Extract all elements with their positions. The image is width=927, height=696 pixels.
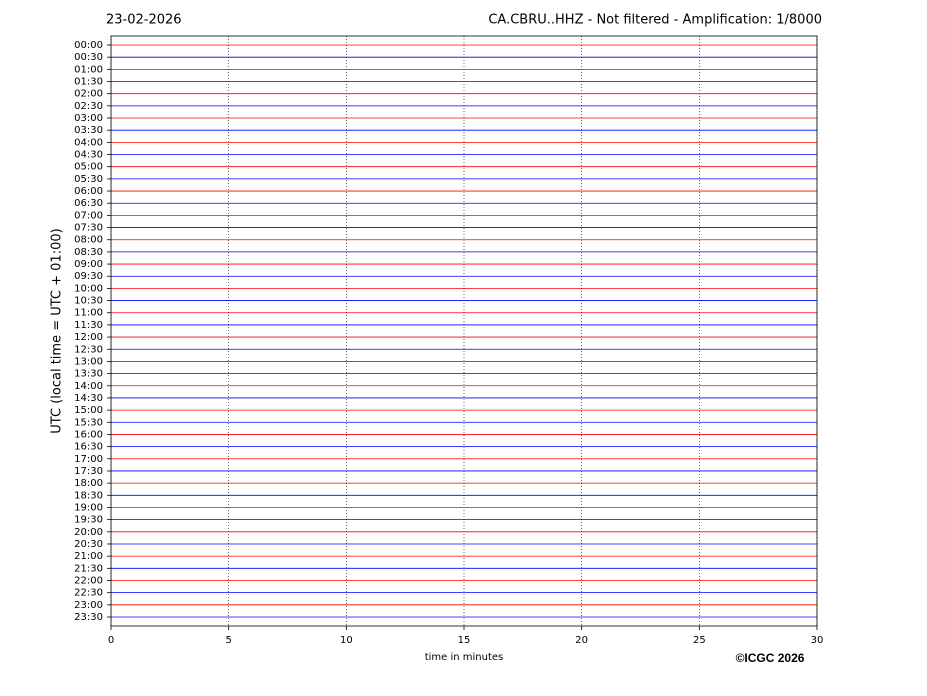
x-tick-label: 20 [575,635,588,646]
y-tick-label: 09:30 [74,271,103,282]
x-tick-label: 5 [225,635,231,646]
x-tick-label: 15 [458,635,471,646]
y-tick-label: 00:30 [74,52,103,63]
y-tick-label: 07:30 [74,223,103,234]
y-tick-label: 18:30 [74,490,103,501]
chart-date: 23-02-2026 [106,13,182,28]
y-tick-label: 16:30 [74,442,103,453]
y-tick-label: 22:30 [74,588,103,599]
y-tick-label: 16:00 [74,429,103,440]
y-tick-label: 23:00 [74,600,103,611]
x-tick-label: 30 [811,635,824,646]
y-tick-label: 03:00 [74,113,103,124]
y-tick-label: 09:00 [74,259,103,270]
y-tick-label: 08:00 [74,235,103,246]
y-tick-label: 11:30 [74,320,103,331]
x-tick-label: 10 [340,635,353,646]
y-tick-label: 22:00 [74,575,103,586]
y-tick-label: 13:00 [74,356,103,367]
y-tick-label: 10:00 [74,283,103,294]
y-tick-label: 17:00 [74,454,103,465]
y-tick-label: 01:00 [74,64,103,75]
y-tick-label: 15:30 [74,417,103,428]
y-tick-label: 08:30 [74,247,103,258]
y-tick-label: 21:00 [74,551,103,562]
y-tick-label: 02:30 [74,101,103,112]
x-axis-label: time in minutes [425,652,504,663]
y-tick-label: 23:30 [74,612,103,623]
y-tick-label: 01:30 [74,77,103,88]
y-tick-label: 21:30 [74,563,103,574]
x-tick-label: 25 [693,635,706,646]
y-tick-label: 17:30 [74,466,103,477]
copyright: ©ICGC 2026 [736,651,805,665]
y-tick-label: 11:00 [74,308,103,319]
y-tick-label: 14:30 [74,393,103,404]
y-tick-label: 19:30 [74,515,103,526]
y-tick-label: 05:30 [74,174,103,185]
y-tick-label: 04:00 [74,137,103,148]
y-tick-label: 20:00 [74,527,103,538]
chart-title: CA.CBRU..HHZ - Not filtered - Amplificat… [488,13,822,28]
plot-frame [110,35,818,627]
y-tick-label: 07:00 [74,210,103,221]
y-tick-label: 00:00 [74,40,103,51]
y-tick-label: 12:00 [74,332,103,343]
y-tick-label: 13:30 [74,369,103,380]
y-tick-label: 12:30 [74,344,103,355]
y-tick-label: 19:00 [74,502,103,513]
y-tick-label: 03:30 [74,125,103,136]
y-axis-label: UTC (local time = UTC + 01:00) [50,228,65,433]
y-tick-label: 10:30 [74,296,103,307]
y-tick-label: 02:00 [74,89,103,100]
y-tick-label: 04:30 [74,150,103,161]
y-tick-label: 15:00 [74,405,103,416]
y-tick-label: 05:00 [74,162,103,173]
y-tick-label: 18:00 [74,478,103,489]
y-tick-label: 06:00 [74,186,103,197]
x-tick-label: 0 [108,635,114,646]
y-tick-label: 14:00 [74,381,103,392]
y-tick-label: 06:30 [74,198,103,209]
y-tick-label: 20:30 [74,539,103,550]
